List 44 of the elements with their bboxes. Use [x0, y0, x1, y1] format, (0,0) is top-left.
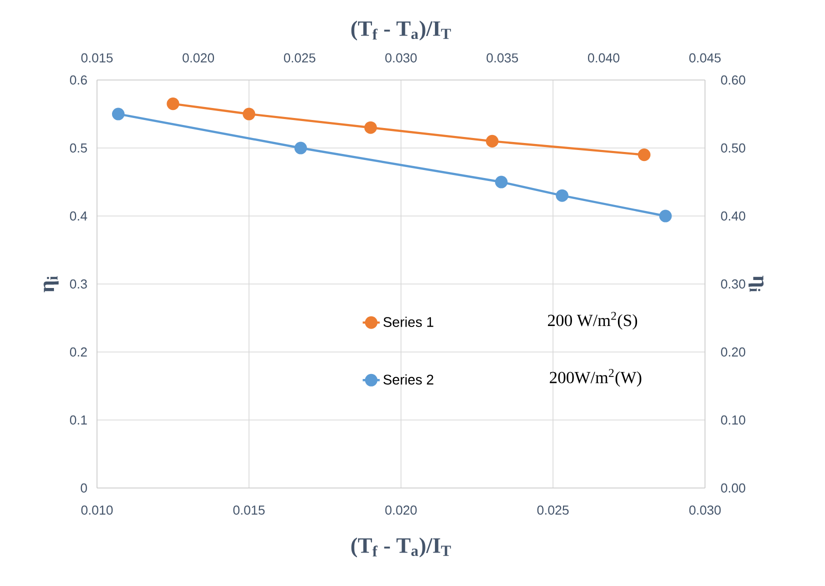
- x2-tick-label: 0.020: [182, 53, 214, 62]
- y2-tick-label: 0.40: [721, 211, 746, 221]
- y2-tick-label: 0.50: [721, 143, 746, 153]
- x-tick-label: 0.015: [233, 506, 265, 515]
- point: [495, 176, 508, 188]
- y-tick-label: 0.1: [70, 415, 87, 425]
- y-tick-label: 0.6: [70, 75, 87, 85]
- legend-label: Series 1: [383, 316, 434, 327]
- y-tick-label: 0: [80, 483, 87, 493]
- point: [364, 121, 377, 134]
- point: [242, 108, 256, 120]
- point: [638, 148, 650, 162]
- point: [659, 210, 672, 222]
- x2-tick-label: 0.025: [284, 53, 316, 62]
- annotation: 200 W/m$^{2}$(S): [548, 312, 638, 330]
- y-tick-label: 0.2: [70, 347, 87, 357]
- x-axis-title: (T$_{f}$ - T$_{a}$)/I$_{T}$: [351, 538, 451, 558]
- point: [294, 142, 307, 154]
- point: [112, 108, 125, 120]
- y-tick-label: 0.4: [70, 211, 88, 221]
- x2-tick-label: 0.030: [385, 53, 417, 62]
- x2-tick-label: 0.040: [588, 53, 620, 62]
- y-axis-title: η$_{i}$: [44, 276, 59, 292]
- point: [166, 98, 180, 110]
- y2-axis-title: η$_{i}$: [748, 276, 764, 292]
- x2-axis-title: (T$_{f}$ - T$_{a}$)/I$_{T}$: [351, 20, 451, 40]
- x-tick-label: 0.020: [385, 506, 417, 515]
- legend-label: Series 2: [383, 374, 434, 385]
- y2-tick-label: 0.60: [721, 75, 746, 85]
- x2-tick-label: 0.035: [486, 53, 518, 62]
- x-tick-label: 0.030: [689, 506, 721, 515]
- y-tick-label: 0.5: [70, 143, 87, 153]
- x2-tick-label: 0.015: [81, 53, 113, 62]
- y2-tick-label: 0.30: [721, 279, 746, 289]
- annotation: 200W/m$^{2}$(W): [550, 368, 642, 387]
- x2-tick-label: 0.045: [689, 53, 721, 62]
- y2-tick-label: 0.20: [721, 347, 746, 357]
- y2-tick-label: 0.00: [721, 483, 746, 493]
- y2-tick-label: 0.10: [721, 415, 746, 425]
- y-tick-label: 0.3: [70, 279, 87, 289]
- point: [556, 189, 568, 202]
- x-tick-label: 0.025: [537, 506, 569, 515]
- x-tick-label: 0.010: [81, 506, 113, 515]
- point: [486, 134, 498, 148]
